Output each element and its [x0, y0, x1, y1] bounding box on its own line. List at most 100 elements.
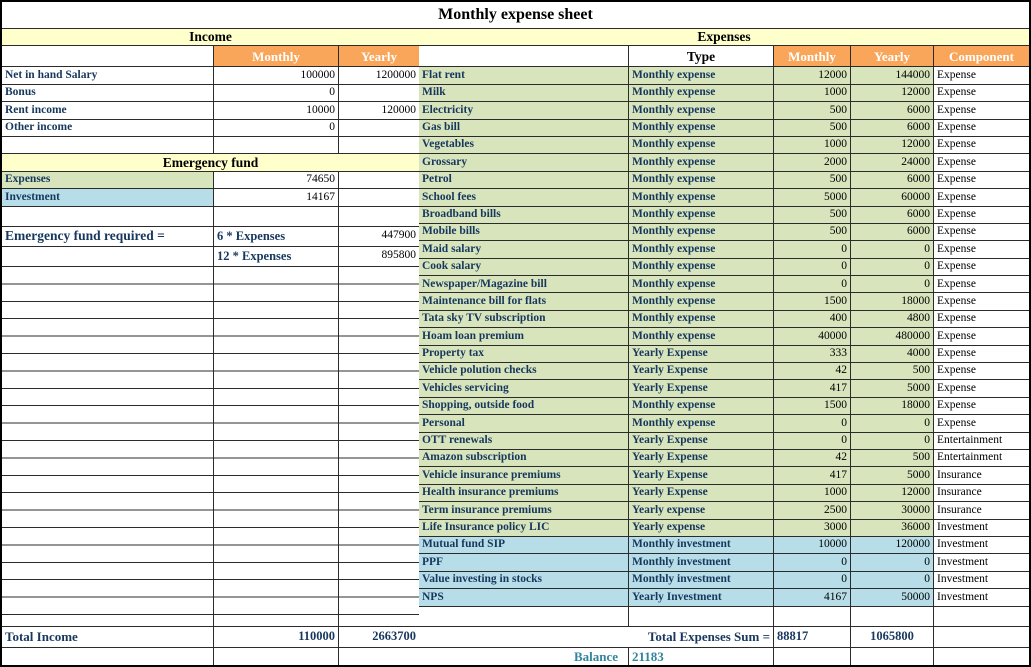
expense-component-cell[interactable]: Expense — [934, 120, 1029, 137]
expense-yearly-cell[interactable]: 0 — [851, 571, 934, 590]
emergency-label-cell[interactable]: Investment — [2, 189, 214, 207]
expense-yearly-cell[interactable]: 4000 — [851, 345, 934, 364]
expense-component-cell[interactable]: Insurance — [934, 485, 1029, 503]
expense-yearly-cell[interactable]: 36000 — [851, 519, 934, 537]
total-expenses-yearly[interactable]: 1065800 — [851, 626, 934, 648]
expense-name-cell[interactable]: Mobile bills — [419, 223, 629, 242]
expense-monthly-cell[interactable]: 1000 — [774, 484, 851, 503]
expense-type-cell[interactable]: Yearly expense — [629, 502, 774, 520]
expense-yearly-cell[interactable]: 30000 — [851, 502, 934, 520]
expense-yearly-cell[interactable]: 500 — [851, 449, 934, 468]
expense-yearly-cell[interactable]: 0 — [851, 432, 934, 450]
expense-monthly-cell[interactable]: 40000 — [774, 328, 851, 346]
total-income-monthly[interactable]: 110000 — [214, 626, 339, 648]
expense-yearly-cell[interactable]: 60000 — [851, 189, 934, 207]
income-label-cell[interactable]: Rent income — [2, 102, 214, 120]
expense-name-cell[interactable]: Hoam loan premium — [419, 328, 629, 346]
expense-component-cell[interactable]: Entertainment — [934, 433, 1029, 450]
expense-monthly-cell[interactable]: 0 — [774, 571, 851, 590]
expense-yearly-cell[interactable]: 0 — [851, 258, 934, 277]
total-income-label[interactable]: Total Income — [2, 626, 214, 648]
expense-yearly-cell[interactable]: 6000 — [851, 102, 934, 120]
balance-label[interactable]: Balance — [419, 647, 629, 665]
expense-component-cell[interactable]: Expense — [934, 311, 1029, 329]
expense-type-cell[interactable]: Yearly Expense — [629, 363, 774, 381]
required-12x-value[interactable]: 895800 — [339, 247, 419, 267]
expense-yearly-cell[interactable]: 12000 — [851, 84, 934, 103]
expense-yearly-cell[interactable]: 18000 — [851, 397, 934, 416]
expense-yearly-cell[interactable]: 24000 — [851, 154, 934, 172]
expense-component-cell[interactable]: Insurance — [934, 467, 1029, 485]
expense-monthly-cell[interactable]: 0 — [774, 258, 851, 277]
expense-type-cell[interactable]: Monthly expense — [629, 328, 774, 346]
expense-monthly-cell[interactable]: 500 — [774, 206, 851, 224]
expense-type-cell[interactable]: Monthly expense — [629, 189, 774, 207]
expense-name-cell[interactable]: Amazon subscription — [419, 449, 629, 468]
expense-yearly-cell[interactable]: 0 — [851, 554, 934, 572]
expense-component-cell[interactable]: Investment — [934, 520, 1029, 537]
expense-yearly-cell[interactable]: 4800 — [851, 310, 934, 329]
expense-type-cell[interactable]: Monthly expense — [629, 154, 774, 172]
required-12x-label[interactable]: 12 * Expenses — [214, 246, 339, 267]
income-yearly-cell[interactable]: 120000 — [339, 102, 419, 120]
expense-component-cell[interactable]: Expense — [934, 172, 1029, 190]
expense-yearly-cell[interactable]: 6000 — [851, 119, 934, 137]
expense-type-cell[interactable]: Monthly expense — [629, 171, 774, 190]
expense-type-cell[interactable]: Yearly Expense — [629, 432, 774, 450]
expense-type-cell[interactable]: Yearly Expense — [629, 467, 774, 485]
expense-type-cell[interactable]: Monthly expense — [629, 241, 774, 259]
expense-monthly-cell[interactable]: 4167 — [774, 589, 851, 607]
expense-monthly-cell[interactable]: 400 — [774, 310, 851, 329]
expense-yearly-cell[interactable]: 500 — [851, 363, 934, 381]
expense-yearly-cell[interactable]: 6000 — [851, 171, 934, 190]
expense-component-cell[interactable]: Expense — [934, 276, 1029, 294]
total-expenses-label[interactable]: Total Expenses Sum = — [419, 626, 774, 648]
expense-name-cell[interactable]: Grossary — [419, 154, 629, 172]
expense-monthly-cell[interactable]: 10000 — [774, 536, 851, 555]
expense-component-cell[interactable]: Expense — [934, 85, 1029, 103]
expense-monthly-cell[interactable]: 1500 — [774, 293, 851, 311]
expense-monthly-cell[interactable]: 2500 — [774, 502, 851, 520]
required-6x-label[interactable]: 6 * Expenses — [214, 226, 339, 247]
expense-component-cell[interactable]: Expense — [934, 207, 1029, 224]
expense-component-cell[interactable]: Expense — [934, 328, 1029, 346]
total-income-yearly[interactable]: 2663700 — [339, 627, 419, 648]
expense-yearly-cell[interactable]: 144000 — [851, 67, 934, 85]
expense-name-cell[interactable]: Cook salary — [419, 258, 629, 277]
expense-type-cell[interactable]: Yearly Expense — [629, 345, 774, 364]
expense-component-cell[interactable]: Insurance — [934, 502, 1029, 520]
expense-component-cell[interactable]: Expense — [934, 346, 1029, 364]
expense-monthly-cell[interactable]: 5000 — [774, 189, 851, 207]
required-6x-value[interactable]: 447900 — [339, 227, 419, 247]
expense-name-cell[interactable]: Flat rent — [419, 67, 629, 85]
emergency-value-cell[interactable]: 74650 — [214, 171, 339, 190]
expense-name-cell[interactable]: Milk — [419, 84, 629, 103]
expense-type-cell[interactable]: Monthly investment — [629, 536, 774, 555]
expense-type-cell[interactable]: Monthly expense — [629, 206, 774, 224]
expense-name-cell[interactable]: Vehicle polution checks — [419, 363, 629, 381]
emergency-required-label[interactable]: Emergency fund required = — [2, 226, 214, 247]
expense-yearly-cell[interactable]: 0 — [851, 415, 934, 433]
emergency-label-cell[interactable]: Expenses — [2, 171, 214, 190]
expense-monthly-cell[interactable]: 0 — [774, 276, 851, 294]
expense-component-cell[interactable]: Investment — [934, 554, 1029, 572]
expense-yearly-cell[interactable]: 5000 — [851, 467, 934, 485]
expense-type-cell[interactable]: Monthly expense — [629, 415, 774, 433]
expense-yearly-cell[interactable]: 0 — [851, 276, 934, 294]
expense-component-cell[interactable]: Investment — [934, 572, 1029, 590]
expense-name-cell[interactable]: Tata sky TV subscription — [419, 310, 629, 329]
expense-monthly-cell[interactable]: 333 — [774, 345, 851, 364]
expense-name-cell[interactable]: Electricity — [419, 102, 629, 120]
expense-name-cell[interactable]: Newspaper/Magazine bill — [419, 276, 629, 294]
income-yearly-cell[interactable] — [339, 85, 419, 103]
expense-component-cell[interactable]: Expense — [934, 241, 1029, 259]
expense-type-cell[interactable]: Monthly expense — [629, 102, 774, 120]
expense-monthly-cell[interactable]: 500 — [774, 102, 851, 120]
expense-type-cell[interactable]: Monthly expense — [629, 67, 774, 85]
expense-yearly-cell[interactable]: 0 — [851, 241, 934, 259]
expense-type-cell[interactable]: Monthly investment — [629, 571, 774, 590]
emergency-value-cell[interactable]: 14167 — [214, 189, 339, 207]
income-monthly-cell[interactable]: 0 — [214, 84, 339, 103]
expense-name-cell[interactable]: Property tax — [419, 345, 629, 364]
expense-type-cell[interactable]: Yearly Expense — [629, 380, 774, 398]
